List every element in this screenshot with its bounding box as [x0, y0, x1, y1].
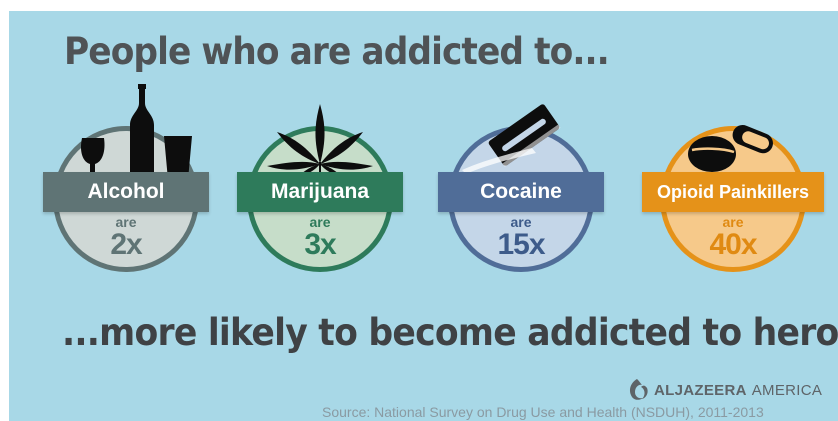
badge-label: Opioid Painkillers [656, 181, 810, 202]
bottle-and-glasses-icon [80, 84, 192, 181]
badge-multiplier: 3x [304, 228, 336, 261]
powder-line-icon [462, 148, 536, 174]
badge-label-ribbon: Cocaine [438, 172, 604, 212]
badge-alcohol: Alcohol are 2x [43, 84, 209, 272]
badge-multiplier: 15x [497, 228, 545, 261]
headline: People who are addicted to... [64, 30, 610, 73]
badge-opioid-painkillers: Opioid Painkillers are 40x [642, 96, 824, 272]
brand-name: ALJAZEERA [654, 381, 747, 399]
badge-label: Marijuana [270, 180, 370, 203]
footer-headline: ...more likely to become addicted to her… [62, 311, 838, 354]
badge-label-ribbon: Marijuana [237, 172, 403, 212]
badge-multiplier: 40x [709, 228, 757, 261]
source-note: Source: National Survey on Drug Use and … [322, 404, 764, 420]
badge-are-text: are [309, 214, 331, 230]
badge-label-ribbon: Alcohol [43, 172, 209, 212]
badge-label-ribbon: Opioid Painkillers [642, 172, 824, 212]
badge-are-text: are [510, 214, 532, 230]
aljazeera-logo-icon [629, 379, 648, 400]
badge-label: Alcohol [87, 180, 165, 203]
badge-are-text: are [722, 214, 744, 230]
badge-cocaine: Cocaine are 15x [438, 96, 604, 272]
brand-subtitle: AMERICA [751, 381, 823, 399]
pills-icon [688, 125, 773, 172]
badge-multiplier: 2x [110, 228, 142, 261]
badge-are-text: are [115, 214, 137, 230]
cannabis-leaf-icon [267, 104, 373, 178]
badge-marijuana: Marijuana are 3x [237, 96, 403, 272]
badge-label: Cocaine [480, 180, 562, 203]
brand-logo: ALJAZEERA AMERICA [624, 377, 822, 403]
